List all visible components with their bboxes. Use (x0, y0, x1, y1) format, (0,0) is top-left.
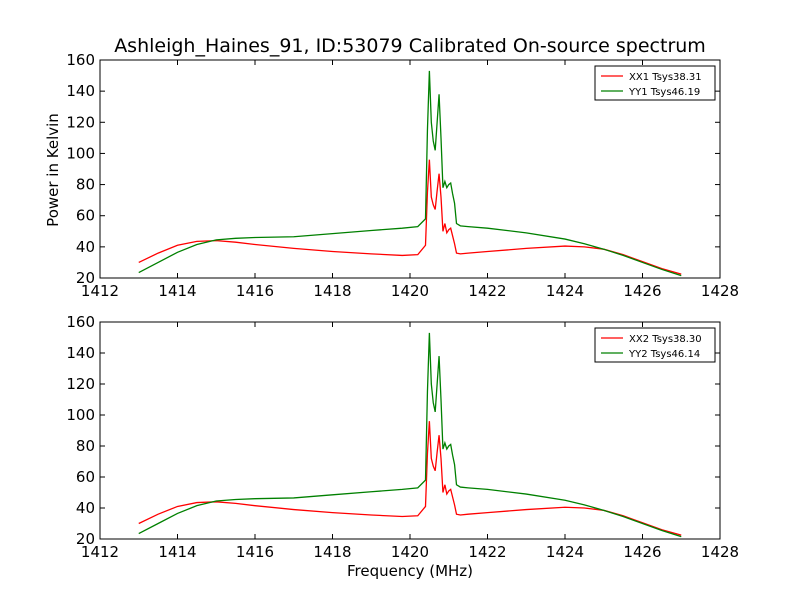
y-tick-label: 140 (66, 82, 95, 100)
series-line-yy1 (138, 70, 682, 277)
subplot-2: 1412 1414 1416 1418 1420 1422 1424 1426 1428 20 40… (66, 313, 739, 561)
y-tick-label: 60 (76, 207, 95, 225)
x-tick-label: 1422 (468, 282, 506, 300)
y-tick-label: 120 (66, 113, 95, 131)
x-axis-label: Frequency (MHz) (347, 562, 473, 580)
x-tick-label: 1412 (81, 543, 119, 561)
y-tick-label: 100 (66, 406, 95, 424)
x-tick-label: 1424 (546, 282, 584, 300)
legend: XX2 Tsys38.30 YY2 Tsys46.14 (594, 327, 716, 363)
legend-label: YY2 Tsys46.14 (628, 349, 700, 360)
plots-group: 1412 1414 1416 1418 1420 1422 1424 1426 1428 20 40… (66, 51, 739, 561)
x-tick-label: 1414 (158, 282, 196, 300)
legend-label: XX1 Tsys38.31 (629, 72, 702, 83)
x-tick-label: 1426 (623, 282, 661, 300)
y-axis-label: Power in Kelvin (44, 113, 62, 227)
y-tick-label: 20 (76, 530, 95, 548)
legend-box (594, 65, 716, 101)
x-tick-label: 1420 (391, 282, 429, 300)
x-tick-label: 1414 (158, 543, 196, 561)
x-tick-label: 1428 (701, 543, 739, 561)
x-tick-label: 1418 (313, 543, 351, 561)
x-tick-label: 1420 (391, 543, 429, 561)
y-tick-label: 140 (66, 344, 95, 362)
y-tick-label: 100 (66, 144, 95, 162)
figure-title: Ashleigh_Haines_91, ID:53079 Calibrated … (114, 35, 706, 57)
y-tick-label: 120 (66, 375, 95, 393)
y-tick-label: 20 (76, 269, 95, 287)
y-tick-label: 80 (76, 176, 95, 194)
x-tick-label: 1416 (236, 282, 274, 300)
y-tick-label: 60 (76, 468, 95, 486)
x-tick-label: 1416 (236, 543, 274, 561)
legend-box (594, 327, 716, 363)
y-tick-label: 80 (76, 437, 95, 455)
legend-label: XX2 Tsys38.30 (629, 334, 702, 345)
x-tick-label: 1424 (546, 543, 584, 561)
y-tick-label: 40 (76, 238, 95, 256)
series-line-xx2 (138, 421, 682, 536)
x-tick-label: 1428 (701, 282, 739, 300)
y-tick-label: 160 (66, 51, 95, 69)
legend-label: YY1 Tsys46.19 (628, 87, 700, 98)
subplot-1: 1412 1414 1416 1418 1420 1422 1424 1426 1428 20 40… (66, 51, 739, 300)
y-tick-label: 40 (76, 499, 95, 517)
series-line-xx1 (138, 159, 682, 275)
x-tick-label: 1426 (623, 543, 661, 561)
x-tick-label: 1422 (468, 543, 506, 561)
legend: XX1 Tsys38.31 YY1 Tsys46.19 (594, 65, 716, 101)
y-tick-label: 160 (66, 313, 95, 331)
series-line-yy2 (138, 332, 682, 538)
x-tick-label: 1418 (313, 282, 351, 300)
x-tick-label: 1412 (81, 282, 119, 300)
